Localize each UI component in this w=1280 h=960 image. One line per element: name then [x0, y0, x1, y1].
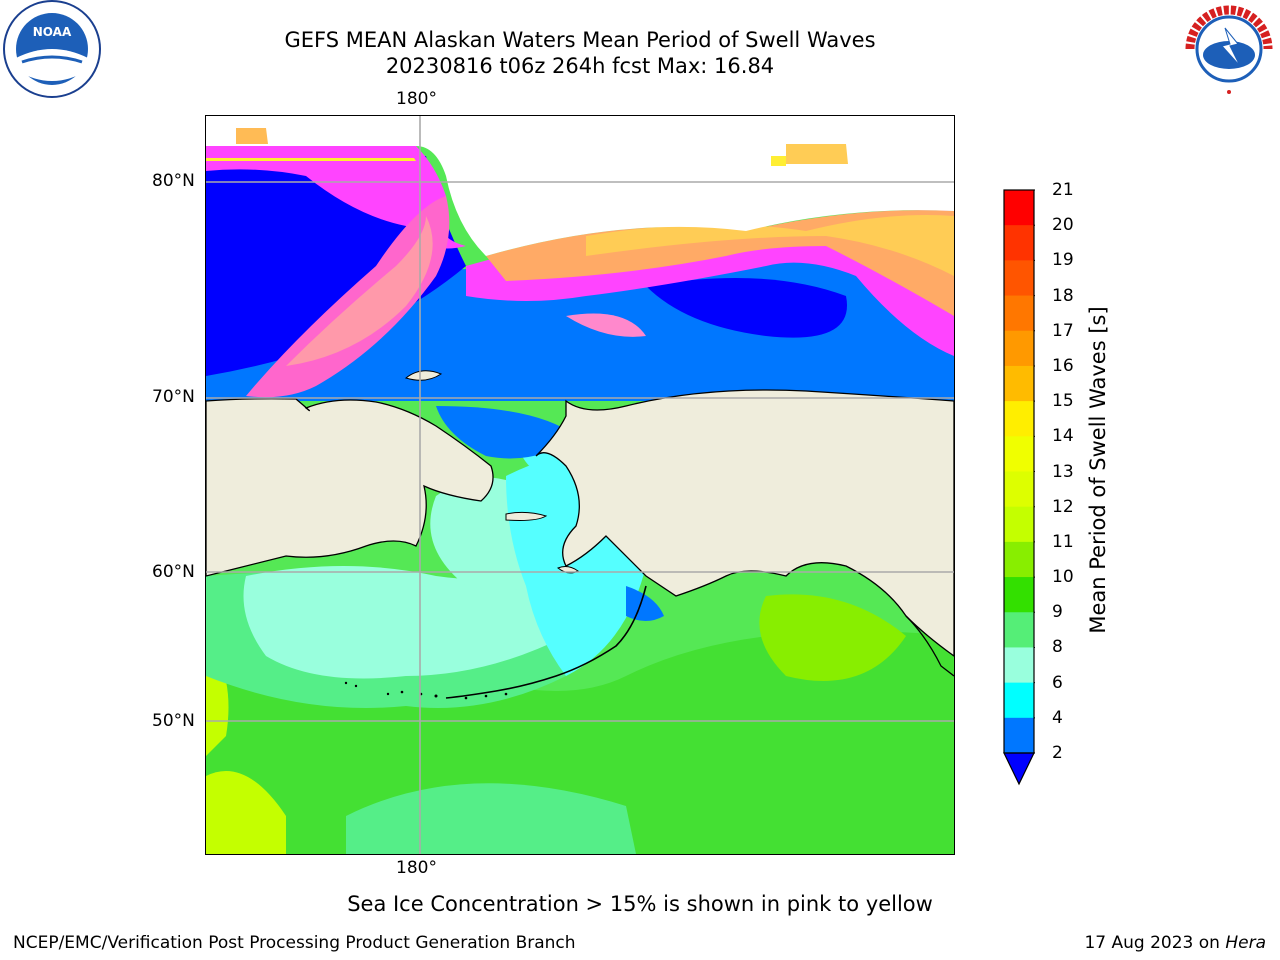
colorbar-segment — [1004, 260, 1034, 297]
footer-credit: NCEP/EMC/Verification Post Processing Pr… — [13, 933, 576, 953]
nws-logo — [1178, 0, 1280, 100]
colorbar-tick-label: 8 — [1052, 637, 1063, 658]
lon-label-top: 180° — [396, 89, 437, 109]
colorbar-segment — [1004, 330, 1034, 367]
map-panel — [205, 115, 955, 855]
footer-date: 17 Aug 2023 on Hera — [1084, 932, 1266, 954]
colorbar-tick-label: 19 — [1052, 250, 1074, 271]
swell-period-field — [206, 116, 954, 854]
colorbar-tick-label: 12 — [1052, 496, 1074, 517]
colorbar-tick-label: 15 — [1052, 391, 1074, 412]
footer-date-text: 17 Aug 2023 on — [1084, 933, 1220, 953]
colorbar-tick-label: 16 — [1052, 355, 1074, 376]
lat-label-50n: 50°N — [152, 711, 195, 731]
colorbar-tick-label: 6 — [1052, 672, 1063, 693]
colorbar-segment — [1004, 717, 1034, 754]
lat-label-70n: 70°N — [152, 387, 195, 407]
colorbar-tick-label: 20 — [1052, 215, 1074, 236]
colorbar-segment — [1004, 577, 1034, 613]
colorbar-segment — [1004, 401, 1034, 437]
lat-label-60n: 60°N — [152, 562, 195, 582]
lat-label-80n: 80°N — [152, 171, 195, 191]
colorbar-tick-label: 13 — [1052, 461, 1074, 482]
colorbar — [1003, 189, 1035, 786]
colorbar-segment — [1004, 612, 1034, 648]
colorbar-segment — [1004, 365, 1034, 402]
colorbar-tick-label: 21 — [1052, 180, 1074, 200]
colorbar-tick-label: 11 — [1052, 531, 1074, 552]
colorbar-label: Mean Period of Swell Waves [s] — [1086, 306, 1110, 634]
colorbar-tick-label: 4 — [1052, 707, 1063, 728]
colorbar-segment — [1004, 506, 1034, 543]
colorbar-segment — [1004, 436, 1034, 472]
colorbar-tick-label: 10 — [1052, 567, 1074, 588]
colorbar-extension — [1003, 752, 1035, 786]
colorbar-segment — [1004, 541, 1034, 578]
sea-ice-note: Sea Ice Concentration > 15% is shown in … — [347, 892, 933, 916]
colorbar-segment — [1004, 471, 1034, 508]
chart-title: GEFS MEAN Alaskan Waters Mean Period of … — [284, 28, 876, 52]
chart-subtitle: 20230816 t06z 264h fcst Max: 16.84 — [385, 54, 775, 78]
noaa-logo-text: NOAA — [33, 25, 72, 39]
colorbar-segment — [1004, 682, 1034, 719]
colorbar-tick-label: 14 — [1052, 426, 1074, 447]
noaa-logo: NOAA — [0, 0, 105, 100]
footer-host: Hera — [1225, 933, 1266, 953]
colorbar-segment — [1004, 295, 1034, 332]
colorbar-segment — [1004, 647, 1034, 684]
colorbar-segment — [1004, 225, 1034, 261]
colorbar-tick-label: 2 — [1052, 743, 1063, 763]
colorbar-segment — [1004, 190, 1034, 226]
lon-label-bottom: 180° — [396, 858, 437, 878]
colorbar-tick-label: 17 — [1052, 320, 1074, 341]
colorbar-tick-label: 9 — [1052, 602, 1063, 623]
colorbar-tick-label: 18 — [1052, 285, 1074, 306]
